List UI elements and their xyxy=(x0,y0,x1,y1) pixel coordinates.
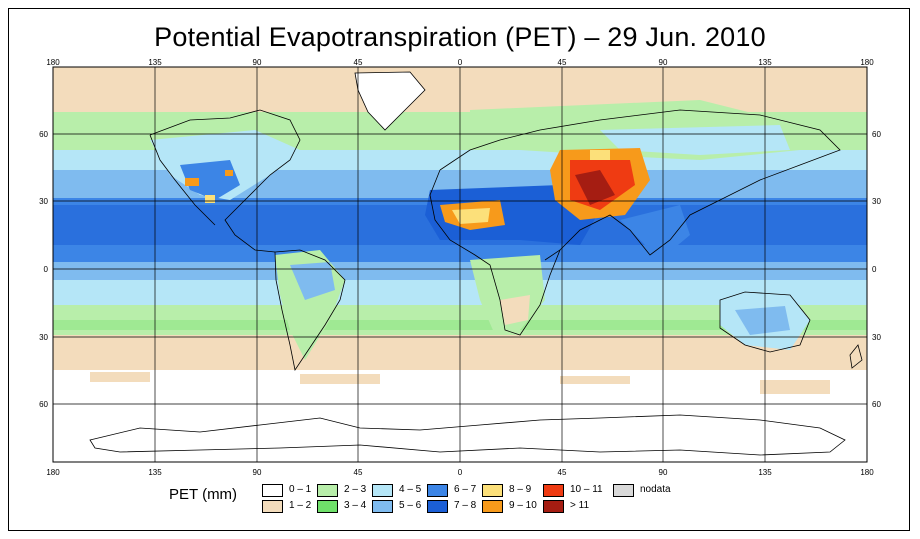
graticule xyxy=(53,67,867,462)
lon-tick-bottom: 0 xyxy=(458,468,463,477)
lon-tick-top: 45 xyxy=(354,58,363,67)
lon-tick-top: 45 xyxy=(558,58,567,67)
lat-tick-left: 60 xyxy=(39,400,48,409)
lat-tick-left: 30 xyxy=(39,197,48,206)
lon-tick-top: 90 xyxy=(659,58,668,67)
lon-tick-top: 135 xyxy=(148,58,162,67)
map-border xyxy=(52,66,868,463)
lon-tick-bottom: 45 xyxy=(558,468,567,477)
lat-tick-right: 60 xyxy=(872,130,881,139)
lat-tick-right: 60 xyxy=(872,400,881,409)
lat-tick-left: 0 xyxy=(44,265,49,274)
lat-tick-left: 60 xyxy=(39,130,48,139)
lon-tick-top: 0 xyxy=(458,58,463,67)
lon-tick-top: 180 xyxy=(46,58,60,67)
lon-tick-top: 180 xyxy=(860,58,874,67)
lon-tick-bottom: 45 xyxy=(354,468,363,477)
lon-tick-bottom: 180 xyxy=(860,468,874,477)
lon-tick-bottom: 135 xyxy=(758,468,772,477)
lon-tick-top: 90 xyxy=(253,58,262,67)
lat-tick-right: 0 xyxy=(872,265,877,274)
lat-tick-right: 30 xyxy=(872,333,881,342)
lon-tick-bottom: 90 xyxy=(253,468,262,477)
lat-tick-left: 30 xyxy=(39,333,48,342)
lon-tick-bottom: 90 xyxy=(659,468,668,477)
coastlines xyxy=(89,71,863,456)
lon-tick-bottom: 180 xyxy=(46,468,60,477)
lon-tick-top: 135 xyxy=(758,58,772,67)
lat-tick-right: 30 xyxy=(872,197,881,206)
lon-tick-bottom: 135 xyxy=(148,468,162,477)
map-title: Potential Evapotranspiration (PET) – 29 … xyxy=(154,22,766,52)
